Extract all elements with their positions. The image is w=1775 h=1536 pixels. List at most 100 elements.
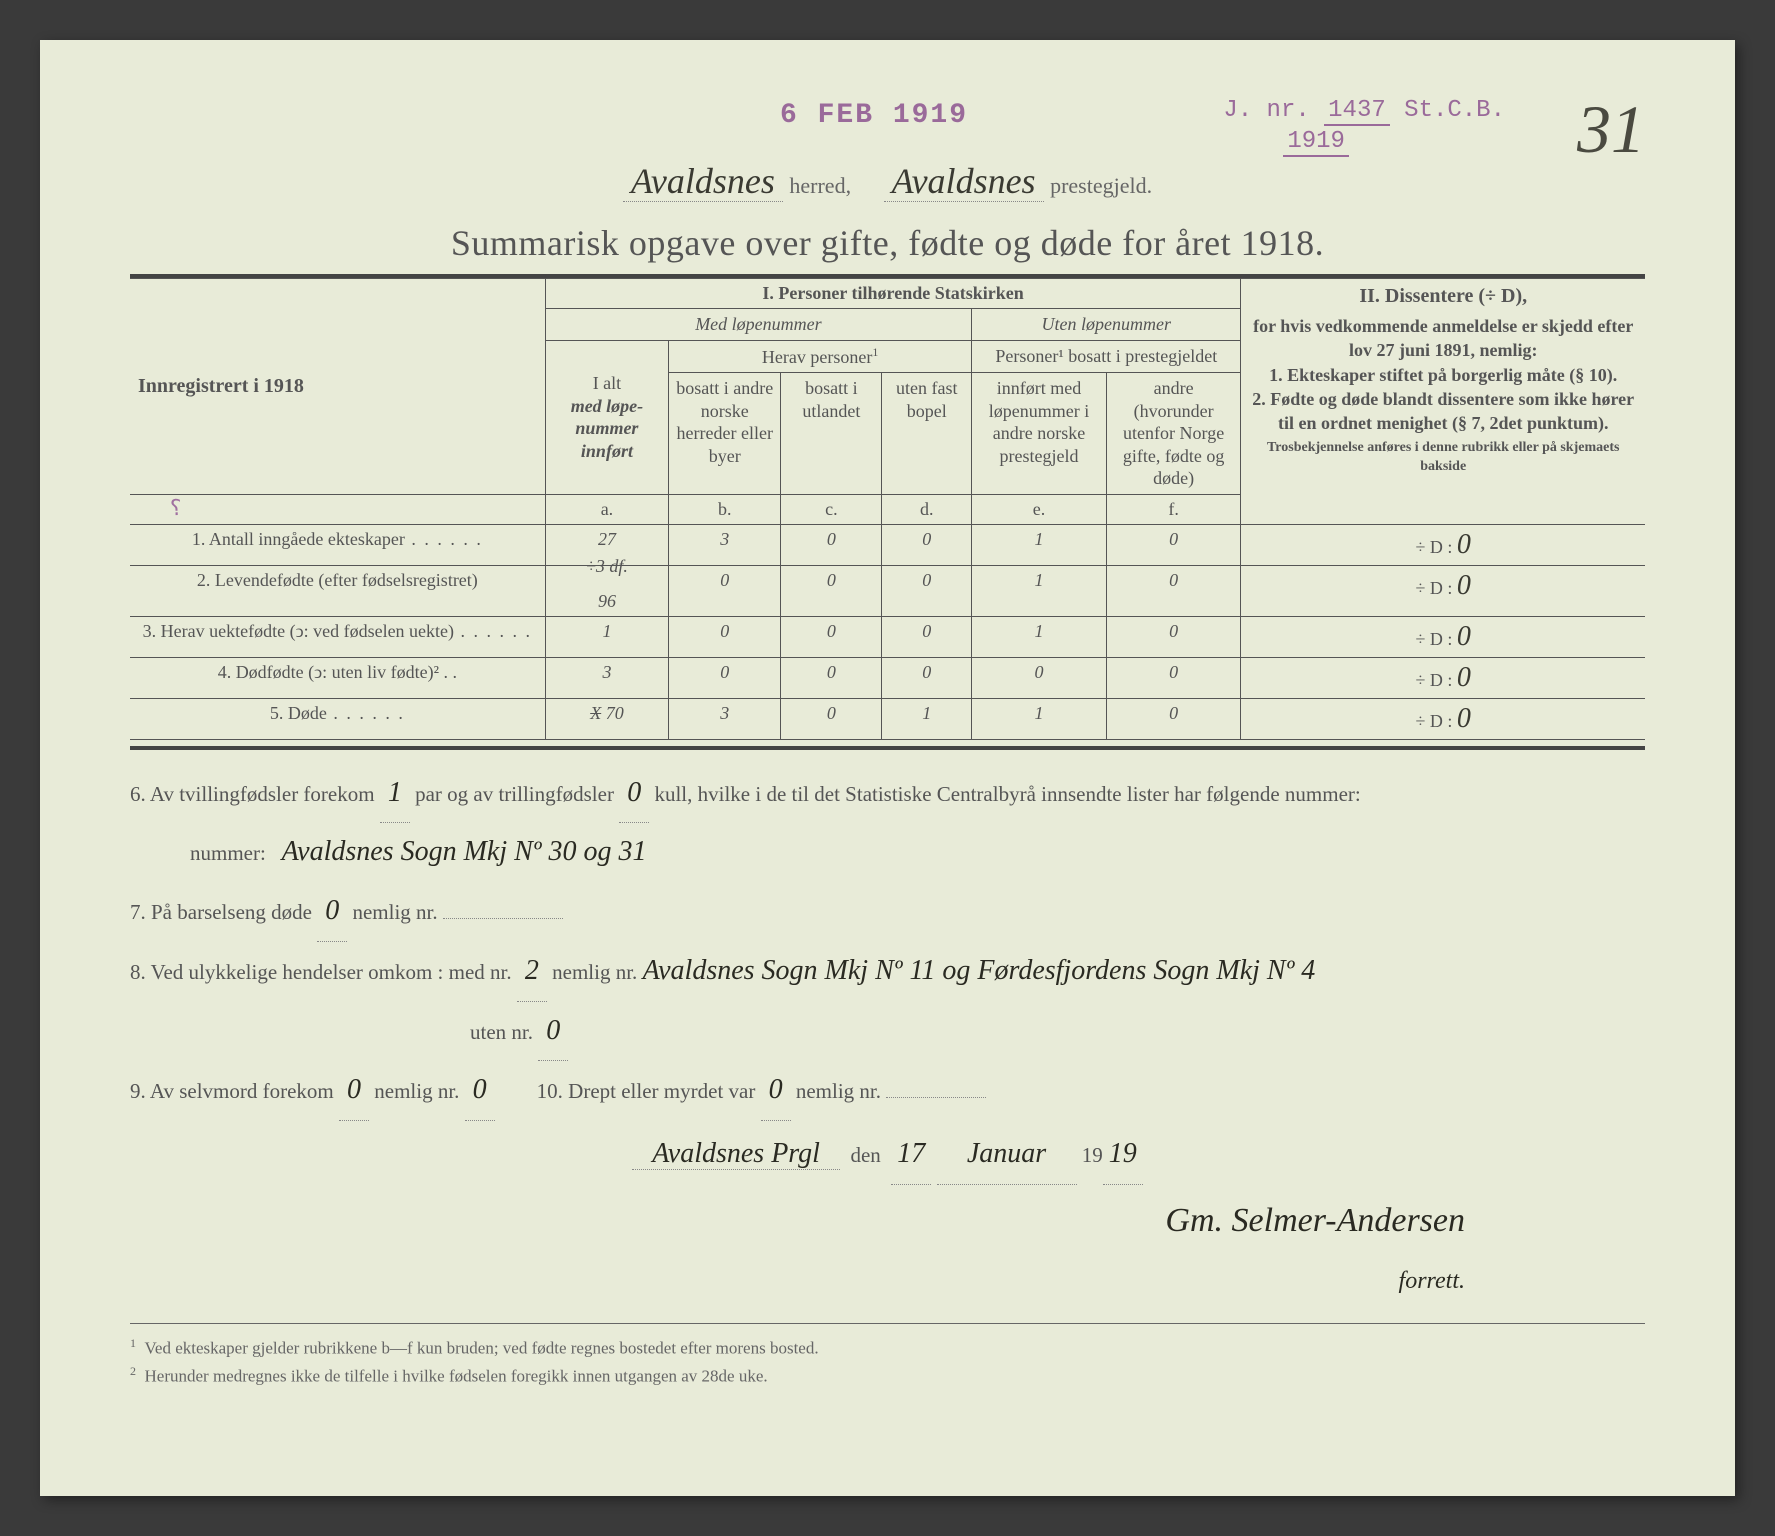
sub-a: a. — [545, 494, 668, 524]
row1-c: 0 — [781, 524, 882, 565]
row5-a-val: 70 — [606, 703, 624, 723]
q8-ans: Avaldsnes Sogn Mkj Nº 11 og Førdesfjorde… — [643, 955, 1316, 986]
row3-b: 0 — [669, 616, 781, 657]
row3-d: 0 — [882, 616, 972, 657]
herred-label: herred, — [789, 173, 851, 198]
row4-label: 4. Dødfødte (ↄ: uten liv fødte)² . . — [130, 657, 545, 698]
q7-label: 7. På barselseng døde — [130, 900, 312, 924]
row3-a: 1 — [545, 616, 668, 657]
q7-nr — [443, 918, 563, 919]
col-a-1: I alt — [593, 373, 622, 393]
col-e-head: innført med løpenummer i andre norske pr… — [972, 373, 1107, 495]
q8-line2: uten nr. 0 — [130, 1002, 1645, 1062]
q6-line2: nummer: Avaldsnes Sogn Mkj Nº 30 og 31 — [130, 823, 1645, 882]
place: Avaldsnes Prgl — [632, 1138, 840, 1170]
s2-note: Trosbekjennelse anføres i denne rubrikk … — [1247, 439, 1639, 477]
row3-label: 3. Herav uektefødte (ↄ: ved fødselen uek… — [130, 616, 545, 657]
q9-q10: 9. Av selvmord forekom 0 nemlig nr. 0 10… — [130, 1061, 1645, 1121]
date-line: Avaldsnes Prgl den 17 Januar 1919 — [130, 1125, 1645, 1185]
section2: II. Dissentere (÷ D), for hvis vedkommen… — [1241, 279, 1645, 525]
footnotes: 1 Ved ekteskaper gjelder rubrikkene b—f … — [130, 1323, 1645, 1390]
page-title: Summarisk opgave over gifte, fødte og dø… — [130, 222, 1645, 264]
row5-a: X 70 — [545, 698, 668, 739]
row2-e: 1 — [972, 565, 1107, 616]
row5-b: 3 — [669, 698, 781, 739]
den: den — [850, 1143, 880, 1167]
table-row: 2. Levendefødte (efter fødselsregistret)… — [130, 565, 1645, 616]
date-day: 17 — [891, 1125, 931, 1185]
q8-uten: 0 — [538, 1002, 568, 1062]
med-lope: Med løpenummer — [545, 309, 971, 341]
row5-a-strike: X — [590, 703, 601, 723]
q9b: nemlig nr. — [374, 1079, 459, 1103]
prestegjeld-value: Avaldsnes — [884, 161, 1044, 202]
table-row: 4. Dødfødte (ↄ: uten liv fødte)² . . 3 0… — [130, 657, 1645, 698]
q8-label: 8. Ved ulykkelige hendelser omkom : med … — [130, 960, 512, 984]
table-row: 5. Døde X 70 3 0 1 1 0 ÷ D : 0 — [130, 698, 1645, 739]
q8c: uten nr. — [470, 1020, 533, 1044]
row2-label: 2. Levendefødte (efter fødselsregistret) — [130, 565, 545, 616]
q10b: nemlig nr. — [796, 1079, 881, 1103]
row5-g-val: 0 — [1457, 703, 1471, 734]
herav-text: Herav personer — [762, 347, 872, 367]
row3-g: ÷ D : 0 — [1241, 616, 1645, 657]
signature-line: Gm. Selmer-Andersen forrett. — [130, 1185, 1645, 1307]
s2-body1: for hvis vedkommende anmeldelse er skjed… — [1247, 314, 1639, 363]
col-d-head: uten fast bopel — [882, 373, 972, 495]
q10-label: 10. Drept eller myrdet var — [537, 1079, 756, 1103]
lower-section: 6. Av tvillingfødsler forekom 1 par og a… — [130, 764, 1645, 1307]
rule-bottom — [130, 746, 1645, 750]
col-c-head: bosatt i utlandet — [781, 373, 882, 495]
prestegjeld-label: prestegjeld. — [1050, 173, 1152, 198]
jnr-year: 1919 — [1283, 128, 1349, 157]
innreg-header: Innregistrert i 1918 — [130, 279, 545, 495]
f2-text: Herunder medregnes ikke de tilfelle i hv… — [145, 1366, 768, 1385]
row2-b: 0 — [669, 565, 781, 616]
s2-item2: 2. Fødte og døde blandt dissentere som i… — [1247, 387, 1639, 436]
q6-trip: 0 — [619, 764, 649, 824]
sig-note: forrett. — [1399, 1268, 1465, 1294]
row5-d: 1 — [882, 698, 972, 739]
q6b: par og av trillingfødsler — [415, 782, 614, 806]
row2-g: ÷ D : 0 — [1241, 565, 1645, 616]
date-stamp: 6 FEB 1919 — [780, 100, 968, 131]
row1-e: 1 — [972, 524, 1107, 565]
s2-item1: 1. Ekteskaper stiftet på borgerlig måte … — [1247, 363, 1639, 387]
section1-title: I. Personer tilhørende Statskirken — [545, 279, 1241, 309]
personer-bosatt: Personer¹ bosatt i prestegjeldet — [972, 340, 1241, 373]
row5-g: ÷ D : 0 — [1241, 698, 1645, 739]
q6-twins: 1 — [380, 764, 410, 824]
uten-lope: Uten løpenummer — [972, 309, 1241, 341]
col-a-2: med løpe-nummer innført — [571, 396, 643, 461]
jnr-number: 1437 — [1324, 97, 1390, 126]
q9-label: 9. Av selvmord forekom — [130, 1079, 334, 1103]
row2-a: ÷3 df.96 — [545, 565, 668, 616]
q7b: nemlig nr. — [352, 900, 437, 924]
row4-e: 0 — [972, 657, 1107, 698]
sub-d: d. — [882, 494, 972, 524]
sub-b: b. — [669, 494, 781, 524]
small-stamp: ⸮ — [170, 495, 183, 521]
row4-f: 0 — [1106, 657, 1241, 698]
footnote-1: 1 Ved ekteskaper gjelder rubrikkene b—f … — [130, 1334, 1645, 1362]
q6-ans: Avaldsnes Sogn Mkj Nº 30 og 31 — [282, 836, 647, 867]
q8-med: 2 — [517, 942, 547, 1002]
row2-f: 0 — [1106, 565, 1241, 616]
q7-val: 0 — [317, 882, 347, 942]
row4-g-val: 0 — [1457, 662, 1471, 693]
q9-nr: 0 — [465, 1061, 495, 1121]
col-f-head: andre (hvorunder utenfor Norge gifte, fø… — [1106, 373, 1241, 495]
row4-b: 0 — [669, 657, 781, 698]
row2-g-val: 0 — [1457, 570, 1471, 601]
q8: 8. Ved ulykkelige hendelser omkom : med … — [130, 942, 1645, 1002]
sub-f: f. — [1106, 494, 1241, 524]
row4-a: 3 — [545, 657, 668, 698]
row4-label-text: 4. Dødfødte (ↄ: uten liv fødte)² — [218, 662, 439, 682]
q9-val: 0 — [339, 1061, 369, 1121]
row2-a-note: ÷3 df. — [586, 556, 628, 576]
f1-text: Ved ekteskaper gjelder rubrikkene b—f ku… — [145, 1339, 819, 1358]
s2-title: II. Dissentere (÷ D), — [1359, 285, 1527, 307]
journal-stamp: J. nr. 1437 St.C.B. 1919 — [1223, 95, 1505, 157]
jnr-label: J. nr. — [1223, 97, 1309, 124]
document-page: 6 FEB 1919 J. nr. 1437 St.C.B. 1919 31 ⸮… — [40, 40, 1735, 1496]
